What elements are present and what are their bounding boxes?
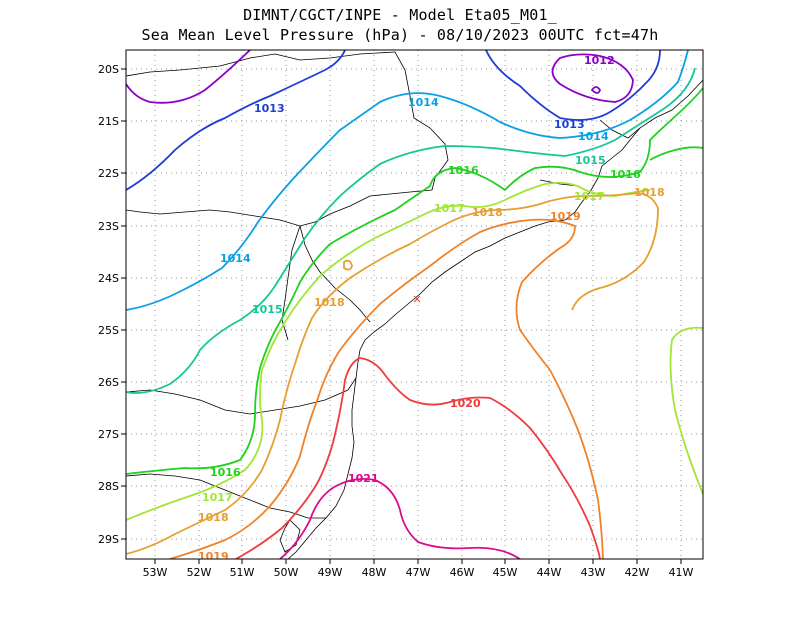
isobar-label: 1014: [578, 130, 609, 143]
isobar-1014-west: [126, 50, 689, 311]
border-mg-es: [599, 119, 641, 139]
lat-tick-label: 21S: [98, 115, 119, 128]
plot-frame: [125, 49, 704, 560]
lat-tick-label: 23S: [98, 220, 119, 233]
lon-tick-label: 53W: [143, 566, 168, 579]
coastline-and-borders: [126, 51, 703, 559]
lat-tick-label: 20S: [98, 63, 119, 76]
isobar-label: 1017: [202, 491, 233, 504]
isobar-label: 1015: [575, 154, 606, 167]
lon-tick-label: 52W: [187, 566, 212, 579]
isobar-1015: [126, 67, 696, 394]
chart-title-line1: DIMNT/CGCT/INPE - Model Eta05_M01_: [243, 6, 557, 24]
isobar-1020: [235, 357, 601, 559]
lat-tick-label: 22S: [98, 167, 119, 180]
lat-tick-label: 26S: [98, 376, 119, 389]
location-marker: [413, 295, 421, 303]
state-border-sp-mg: [126, 189, 433, 227]
isobar-label: 1018: [472, 206, 503, 219]
lat-tick-label: 27S: [98, 428, 119, 441]
isobar-label: 1017: [574, 190, 605, 203]
isobar-1013-east: [485, 50, 661, 121]
isobar-label: 1016: [610, 168, 641, 181]
state-border-rs: [126, 473, 326, 519]
border-west: [281, 225, 301, 341]
isobar-label: 1018: [634, 186, 665, 199]
isobar-1016-east: [649, 146, 703, 161]
lat-tick-label: 29S: [98, 533, 119, 546]
isobar-1012-west: [126, 50, 251, 104]
lon-tick-label: 49W: [318, 566, 343, 579]
lon-tick-label: 45W: [493, 566, 518, 579]
isobar-1016: [126, 87, 703, 475]
isobar-1019: [169, 218, 604, 559]
state-border-parana: [299, 225, 371, 323]
isobar-label: 1021: [348, 472, 379, 485]
isobar-1017: [126, 181, 651, 521]
lat-lon-grid: [126, 50, 703, 559]
state-border-sc: [126, 377, 357, 415]
lon-tick-label: 46W: [450, 566, 475, 579]
lon-tick-label: 50W: [274, 566, 299, 579]
isobar-label: 1019: [198, 550, 229, 563]
isobar-label: 1018: [314, 296, 345, 309]
isobar-label: 1013: [254, 102, 285, 115]
lat-tick-label: 28S: [98, 480, 119, 493]
isobar-label: 1017: [434, 202, 465, 215]
isobar-label: 1016: [210, 466, 241, 479]
isobar-label: 1016: [448, 164, 479, 177]
isobar-label: 1013: [554, 118, 585, 131]
coastline: [287, 79, 703, 559]
isobar-label: 1012: [584, 54, 615, 67]
lon-tick-label: 41W: [669, 566, 694, 579]
isobar-label: 1019: [550, 210, 581, 223]
isobar-1013-west: [126, 50, 346, 191]
isobar-label: 1014: [220, 252, 251, 265]
isobar-1018: [126, 192, 659, 555]
isobar-label: 1018: [198, 511, 229, 524]
lon-tick-label: 48W: [362, 566, 387, 579]
isobar-1018-small: [343, 259, 353, 271]
lon-tick-label: 44W: [537, 566, 562, 579]
lagoa-dos-patos: [279, 519, 301, 553]
isobar-label: 1015: [252, 303, 283, 316]
lon-tick-label: 43W: [581, 566, 606, 579]
lon-tick-label: 47W: [406, 566, 431, 579]
lat-tick-label: 25S: [98, 324, 119, 337]
isobar-1017-east: [669, 326, 703, 495]
chart-title-line2: Sea Mean Level Pressure (hPa) - 08/10/20…: [141, 26, 659, 44]
isobar-1012-east: [551, 53, 634, 103]
lon-tick-label: 51W: [230, 566, 255, 579]
isobar-label: 1020: [450, 397, 481, 410]
isobar-1021: [279, 477, 521, 559]
isobar-label: 1014: [408, 96, 439, 109]
lon-tick-label: 42W: [625, 566, 650, 579]
lat-tick-label: 24S: [98, 272, 119, 285]
isobar-1012-small: [590, 86, 601, 94]
